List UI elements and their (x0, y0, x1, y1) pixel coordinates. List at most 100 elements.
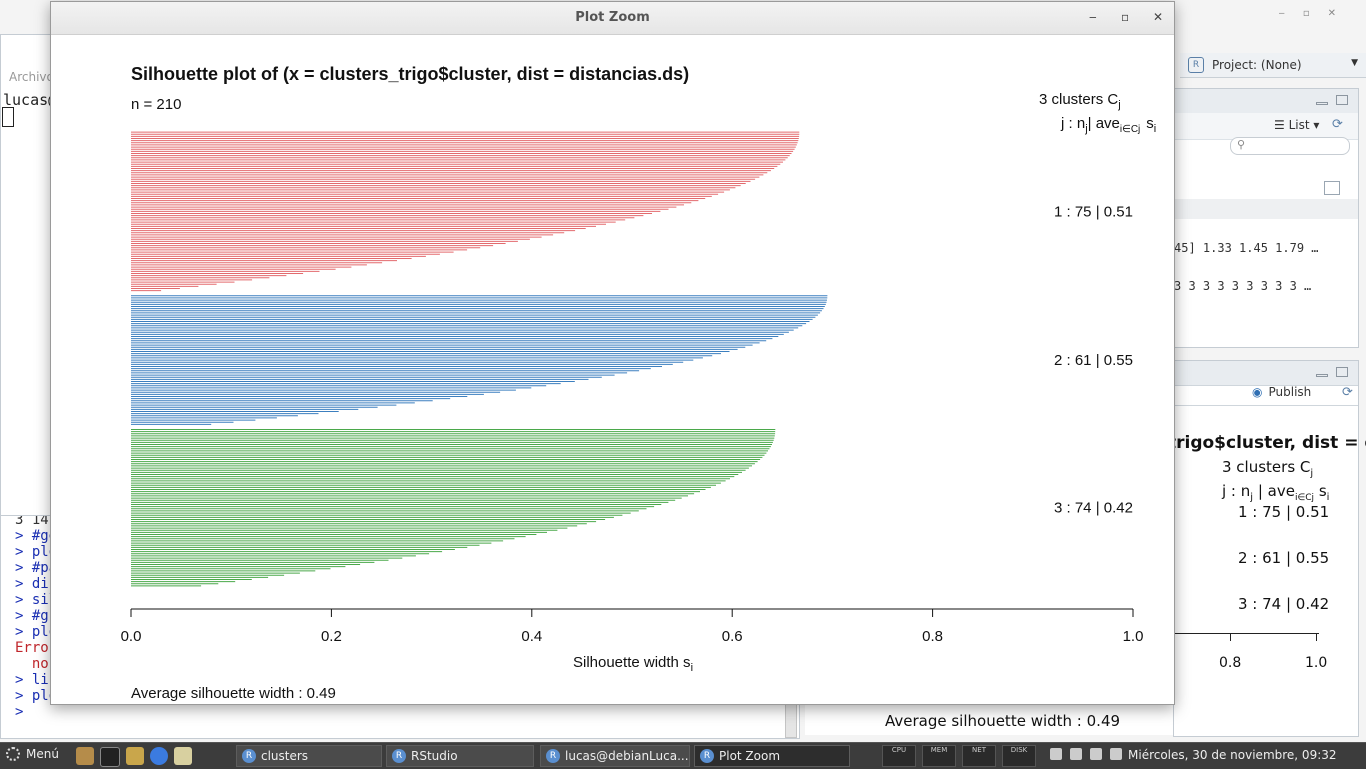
system-monitor-cpu[interactable]: CPU (882, 745, 916, 767)
plots-toolbar-divider (1174, 405, 1358, 406)
bg-plot-tick (1230, 633, 1231, 641)
browser-icon[interactable] (150, 747, 168, 765)
plots-pane: ◉ Publish ⟳ trigo$cluster, dist = d 3 clu… (1168, 360, 1366, 737)
project-label: Project: (None) (1212, 58, 1302, 72)
console-line: 3 14 (15, 515, 49, 528)
launcher (76, 747, 192, 767)
environment-toolbar: ☰ List ▾ ⟳ (1174, 113, 1358, 140)
file-menu[interactable]: Archivo (9, 70, 54, 84)
maximize-icon[interactable]: ▫ (1121, 10, 1130, 24)
terminal-prompt: lucas@ (3, 91, 54, 109)
pane-maximize-icon[interactable] (1336, 95, 1348, 105)
bg-plot-cluster-row: 3 : 74 | 0.42 (1238, 595, 1330, 613)
taskbar-item-label: RStudio (411, 749, 458, 763)
plot-n-label: n = 210 (131, 96, 181, 113)
environment-section-header (1174, 199, 1358, 219)
plot-zoom-titlebar[interactable]: Plot Zoom ‒ ▫ ✕ (51, 2, 1174, 35)
plot-title: Silhouette plot of (x = clusters_trigo$c… (131, 64, 689, 84)
notes-icon[interactable] (174, 747, 192, 765)
app-icon: R (546, 749, 560, 763)
maximize-icon[interactable]: ▫ (1302, 8, 1310, 19)
terminal-icon[interactable] (100, 747, 120, 767)
bg-plot-cluster-row: 2 : 61 | 0.55 (1238, 549, 1330, 567)
pane-minimize-icon[interactable] (1316, 374, 1328, 377)
environment-pane-header (1174, 89, 1358, 114)
chevron-down-icon: ▼ (1351, 58, 1358, 68)
x-axis-tick-label: 1.0 (1123, 628, 1144, 645)
bg-plot-axis (1174, 633, 1319, 634)
environment-search-input[interactable]: ⚲ (1230, 137, 1350, 155)
bg-plot-tick-label: 1.0 (1305, 655, 1328, 671)
cluster-summary-label: 3 : 74 | 0.42 (1054, 500, 1133, 517)
system-tray (1050, 748, 1122, 760)
x-axis-tick-label: 0.2 (321, 628, 342, 645)
cluster-summary-label: 2 : 61 | 0.55 (1054, 352, 1133, 369)
environment-pane: ☰ List ▾ ⟳ ⚲ 45] 1.33 1.45 1.79 … 3 3 3 … (1173, 88, 1359, 348)
x-axis-tick-label: 0.4 (521, 628, 542, 645)
env-row-values: 3 3 3 3 3 3 3 3 3 … (1174, 279, 1312, 293)
user-icon[interactable] (1050, 748, 1062, 760)
bg-plot-legend-header: j : nj | avei∈Cj si (1222, 482, 1330, 503)
volume-icon[interactable] (1110, 748, 1122, 760)
legend-header: j : nj| avei∈Cj si (1060, 115, 1156, 135)
network-icon[interactable] (1070, 748, 1082, 760)
system-monitor-mem[interactable]: MEM (922, 745, 956, 767)
grid-view-icon[interactable] (1324, 181, 1340, 195)
average-silhouette-label: Average silhouette width : 0.49 (131, 685, 336, 702)
file-manager-icon[interactable] (76, 747, 94, 765)
source-pane: Archivo lucas@ (0, 34, 54, 524)
x-axis-label: Silhouette width si (573, 654, 693, 674)
bg-plot-average: Average silhouette width : 0.49 (885, 712, 1121, 730)
window-title: Plot Zoom (575, 10, 650, 25)
project-icon: R (1188, 57, 1204, 73)
taskbar-item-label: clusters (261, 749, 309, 763)
pane-maximize-icon[interactable] (1336, 367, 1348, 377)
publish-button[interactable]: ◉ Publish (1252, 385, 1311, 399)
plots-pane-header (1174, 361, 1358, 386)
start-menu-button[interactable]: Menú (6, 747, 59, 761)
close-icon[interactable]: ✕ (1327, 8, 1336, 19)
gear-icon (6, 747, 20, 761)
bg-plot-title: trigo$cluster, dist = d (1168, 433, 1366, 453)
app-icon: R (242, 749, 256, 763)
console-line: Error (15, 640, 58, 656)
taskbar-item[interactable]: R RStudio (386, 745, 534, 767)
folder-icon[interactable] (126, 747, 144, 765)
bg-plot-tick-label: 0.8 (1219, 655, 1242, 671)
pane-minimize-icon[interactable] (1316, 102, 1328, 105)
x-axis-tick-label: 0.0 (121, 628, 142, 645)
system-monitor-net[interactable]: NET (962, 745, 996, 767)
bg-plot-cluster-row: 1 : 75 | 0.51 (1238, 503, 1330, 521)
minimize-icon[interactable]: ‒ (1278, 8, 1285, 19)
clock[interactable]: Miércoles, 30 de noviembre, 09:32 (1128, 748, 1337, 762)
publish-label: Publish (1268, 385, 1312, 399)
x-axis-tick-label: 0.8 (922, 628, 943, 645)
clusters-header: 3 clusters Cj (1039, 91, 1121, 111)
system-monitor-disk[interactable]: DISK (1002, 745, 1036, 767)
cluster-summary-label: 1 : 75 | 0.51 (1054, 203, 1133, 220)
close-icon[interactable]: ✕ (1153, 10, 1164, 24)
taskbar-item[interactable]: R Plot Zoom (694, 745, 850, 767)
taskbar-item-label: lucas@debianLuca... (565, 749, 689, 763)
app-icon: R (392, 749, 406, 763)
console-line: > (15, 704, 32, 720)
console-line: no (15, 656, 49, 672)
menu-label: Menú (26, 747, 59, 761)
search-icon: ⚲ (1237, 138, 1246, 151)
bg-plot-clusters-header: 3 clusters Cj (1222, 458, 1314, 479)
refresh-icon[interactable]: ⟳ (1332, 117, 1343, 132)
env-row-values: 45] 1.33 1.45 1.79 … (1174, 241, 1319, 255)
wifi-icon[interactable] (1090, 748, 1102, 760)
plot-zoom-window: Plot Zoom ‒ ▫ ✕ Silhouette plot of (x = … (50, 1, 1175, 705)
project-menu[interactable]: R Project: (None) ▼ (1180, 53, 1366, 78)
publish-icon: ◉ (1252, 385, 1263, 399)
list-view-menu[interactable]: ☰ List ▾ (1274, 118, 1320, 132)
text-cursor (2, 107, 14, 127)
taskbar-item-label: Plot Zoom (719, 749, 781, 763)
bg-plot-bottom (805, 705, 1173, 735)
minimize-icon[interactable]: ‒ (1089, 10, 1097, 24)
refresh-icon[interactable]: ⟳ (1342, 385, 1353, 400)
